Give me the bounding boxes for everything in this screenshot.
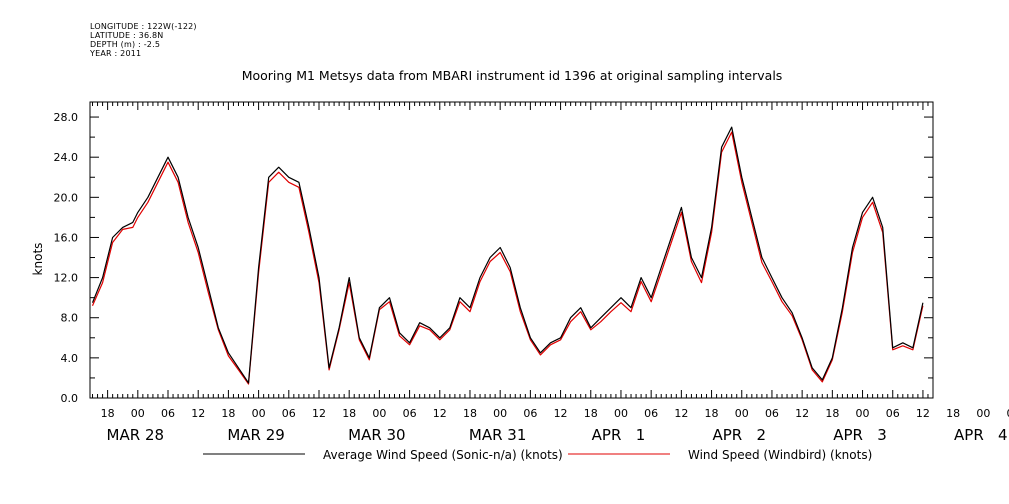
- x-hour-tick-label: 06: [765, 407, 779, 420]
- x-hour-tick-label: 06: [644, 407, 658, 420]
- x-hour-tick-label: 06: [161, 407, 175, 420]
- x-hour-tick-label: 06: [403, 407, 417, 420]
- y-tick-label: 4.0: [61, 352, 79, 365]
- axes-group: 0.0 4.0 8.0 12.0 16.0 20.0 24.0 28.0 18 00 06 12 18 0…: [54, 102, 1009, 444]
- x-hour-tick-label: 18: [101, 407, 115, 420]
- y-tick-label: 8.0: [61, 312, 79, 325]
- x-hour-tick-label: 06: [886, 407, 900, 420]
- legend-label-wind-speed-windbird: Wind Speed (Windbird) (knots): [688, 448, 872, 462]
- x-day-label: MAR 28: [107, 426, 164, 444]
- year-text: YEAR : 2011: [90, 49, 142, 58]
- x-hour-tick-label: 12: [554, 407, 568, 420]
- x-hour-tick-label: 06: [1007, 407, 1009, 420]
- x-hour-tick-label: 18: [825, 407, 839, 420]
- legend: Average Wind Speed (Sonic-n/a) (knots) W…: [203, 448, 872, 462]
- x-hour-tick-label: 12: [191, 407, 205, 420]
- x-hour-tick-label: 12: [916, 407, 930, 420]
- chart-title: Mooring M1 Metsys data from MBARI instru…: [242, 68, 783, 83]
- x-hour-tick-label: 00: [735, 407, 749, 420]
- x-day-label: APR 4: [954, 426, 1008, 444]
- x-hour-tick-label: 00: [976, 407, 990, 420]
- latitude-text: LATITUDE : 36.8N: [90, 31, 164, 40]
- y-tick-label: 0.0: [61, 392, 79, 405]
- x-hour-tick-label: 06: [282, 407, 296, 420]
- x-hour-tick-label: 00: [493, 407, 507, 420]
- x-hour-tick-label: 00: [252, 407, 266, 420]
- x-day-label: APR 3: [833, 426, 887, 444]
- series-line-wind-speed-windbird-knots: [91, 131, 924, 385]
- x-hour-tick-label: 12: [433, 407, 447, 420]
- x-day-label: MAR 30: [348, 426, 405, 444]
- x-hour-tick-label: 18: [342, 407, 356, 420]
- x-hour-tick-label: 18: [705, 407, 719, 420]
- y-tick-label: 20.0: [54, 191, 79, 204]
- longitude-text: LONGITUDE : 122W(-122): [90, 22, 197, 31]
- depth-text: DEPTH (m) : -2.5: [90, 40, 161, 49]
- y-tick-label: 28.0: [54, 111, 79, 124]
- x-hour-tick-label: 18: [221, 407, 235, 420]
- metadata-block: LONGITUDE : 122W(-122) LATITUDE : 36.8N …: [90, 22, 197, 58]
- x-hour-tick-label: 12: [674, 407, 688, 420]
- x-hour-tick-label: 18: [946, 407, 960, 420]
- x-day-label: MAR 31: [469, 426, 526, 444]
- y-tick-label: 24.0: [54, 151, 79, 164]
- x-hour-tick-label: 00: [131, 407, 145, 420]
- plot-frame: [89, 101, 934, 399]
- y-tick-label: 16.0: [54, 231, 79, 244]
- y-axis-label: knots: [31, 243, 45, 276]
- x-hour-tick-label: 18: [584, 407, 598, 420]
- y-tick-label: 12.0: [54, 272, 79, 285]
- x-day-label: APR 2: [712, 426, 766, 444]
- x-hour-tick-label: 18: [463, 407, 477, 420]
- x-hour-tick-label: 12: [795, 407, 809, 420]
- x-hour-tick-label: 00: [372, 407, 386, 420]
- x-hour-tick-label: 12: [312, 407, 326, 420]
- x-day-label: MAR 29: [227, 426, 284, 444]
- legend-label-average-wind-speed: Average Wind Speed (Sonic-n/a) (knots): [323, 448, 563, 462]
- x-hour-tick-label: 06: [523, 407, 537, 420]
- series-line-average-wind-speed-sonic-n-a-knots: [91, 126, 924, 384]
- x-hour-tick-label: 00: [614, 407, 628, 420]
- x-hour-tick-label: 00: [856, 407, 870, 420]
- series-layer: [91, 126, 924, 385]
- x-day-label: APR 1: [592, 426, 646, 444]
